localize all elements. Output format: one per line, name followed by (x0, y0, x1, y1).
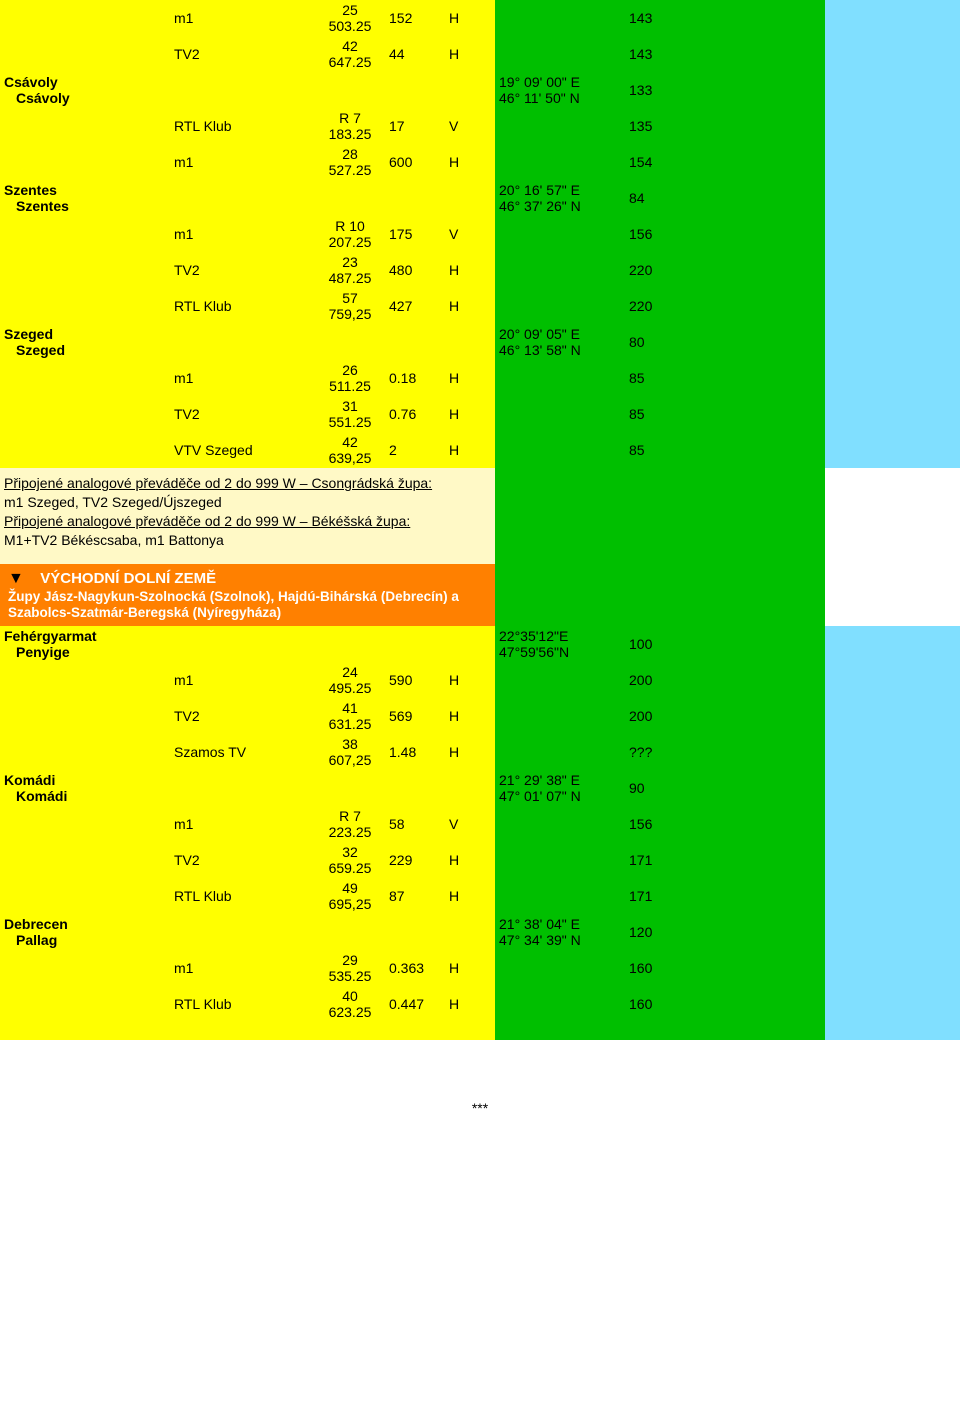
row-debrecen-header: Debrecen Pallag 21° 38' 04" E 47° 34' 39… (0, 914, 960, 950)
val-cell: 133 (625, 72, 685, 108)
row-szentes-header: Szentes Szentes 20° 16' 57" E 46° 37' 26… (0, 180, 960, 216)
section-subtitle: Župy Jász-Nagykun-Szolnocká (Szolnok), H… (8, 589, 459, 620)
channel-label: RTL Klub (170, 108, 315, 144)
row-fehergyarmat-0: m1 24495.25 590 H 200 (0, 662, 960, 698)
location-name: Szentes Szentes (0, 180, 170, 216)
coord-cell: 19° 09' 00" E 46° 11' 50" N (495, 72, 625, 108)
val-cell: 143 (625, 0, 685, 36)
note-line: m1 Szeged, TV2 Szeged/Újszeged (4, 494, 222, 510)
row-szeged-header: Szeged Szeged 20° 09' 05" E 46° 13' 58" … (0, 324, 960, 360)
note-line: Připojené analogové převáděče od 2 do 99… (4, 513, 410, 529)
power-cell: 44 (385, 36, 445, 72)
row-szentes-1: TV2 23487.25 480 H 220 (0, 252, 960, 288)
location-name: Debrecen Pallag (0, 914, 170, 950)
row-top-0: m1 25 503.25 152 H 143 (0, 0, 960, 36)
row-szeged-1: TV2 31551.25 0.76 H 85 (0, 396, 960, 432)
freq-cell: 42 647.25 (315, 36, 385, 72)
location-name: Komádi Komádi (0, 770, 170, 806)
row-komadi-header: Komádi Komádi 21° 29' 38" E 47° 01' 07" … (0, 770, 960, 806)
footer-separator: *** (0, 1040, 960, 1116)
row-komadi-2: RTL Klub 49695,25 87 H 171 (0, 878, 960, 914)
note-block: Připojené analogové převáděče od 2 do 99… (0, 468, 960, 556)
row-komadi-1: TV2 32659.25 229 H 171 (0, 842, 960, 878)
note-line: M1+TV2 Békéscsaba, m1 Battonya (4, 532, 224, 548)
location-name: Fehérgyarmat Penyige (0, 626, 170, 662)
row-csavoly-header: Csávoly Csávoly 19° 09' 00" E 46° 11' 50… (0, 72, 960, 108)
pol-cell: H (445, 0, 495, 36)
row-debrecen-1: RTL Klub 40623.25 0.447 H 160 (0, 986, 960, 1022)
pol-cell: H (445, 36, 495, 72)
location-name: Csávoly Csávoly (0, 72, 170, 108)
row-szentes-0: m1 R 10207.25 175 V 156 (0, 216, 960, 252)
row-fehergyarmat-2: Szamos TV 38607,25 1.48 H ??? (0, 734, 960, 770)
freq-cell: 25 503.25 (315, 0, 385, 36)
channel-label: TV2 (170, 36, 315, 72)
triangle-icon: ▼ (8, 570, 24, 587)
row-csavoly-0: RTL Klub R 7183.25 17 V 135 (0, 108, 960, 144)
row-szeged-0: m1 26511.25 0.18 H 85 (0, 360, 960, 396)
val-cell: 143 (625, 36, 685, 72)
row-szeged-2: VTV Szeged 42639,25 2 H 85 (0, 432, 960, 468)
row-szentes-2: RTL Klub 57759,25 427 H 220 (0, 288, 960, 324)
row-fehergyarmat-1: TV2 41631.25 569 H 200 (0, 698, 960, 734)
section-header: ▼ VÝCHODNÍ DOLNÍ ZEMĚ Župy Jász-Nagykun-… (0, 564, 960, 626)
section-title: VÝCHODNÍ DOLNÍ ZEMĚ (28, 570, 216, 587)
channel-label: m1 (170, 0, 315, 36)
power-cell: 152 (385, 0, 445, 36)
note-line: Připojené analogové převáděče od 2 do 99… (4, 475, 432, 491)
location-name: Szeged Szeged (0, 324, 170, 360)
row-debrecen-0: m1 29535.25 0.363 H 160 (0, 950, 960, 986)
spacer-row (0, 1022, 960, 1040)
row-fehergyarmat-header: Fehérgyarmat Penyige 22°35'12"E 47°59'56… (0, 626, 960, 662)
row-csavoly-1: m1 28527.25 600 H 154 (0, 144, 960, 180)
row-komadi-0: m1 R 7223.25 58 V 156 (0, 806, 960, 842)
row-top-1: TV2 42 647.25 44 H 143 (0, 36, 960, 72)
main-table: m1 25 503.25 152 H 143 TV2 42 647.25 44 … (0, 0, 960, 1040)
